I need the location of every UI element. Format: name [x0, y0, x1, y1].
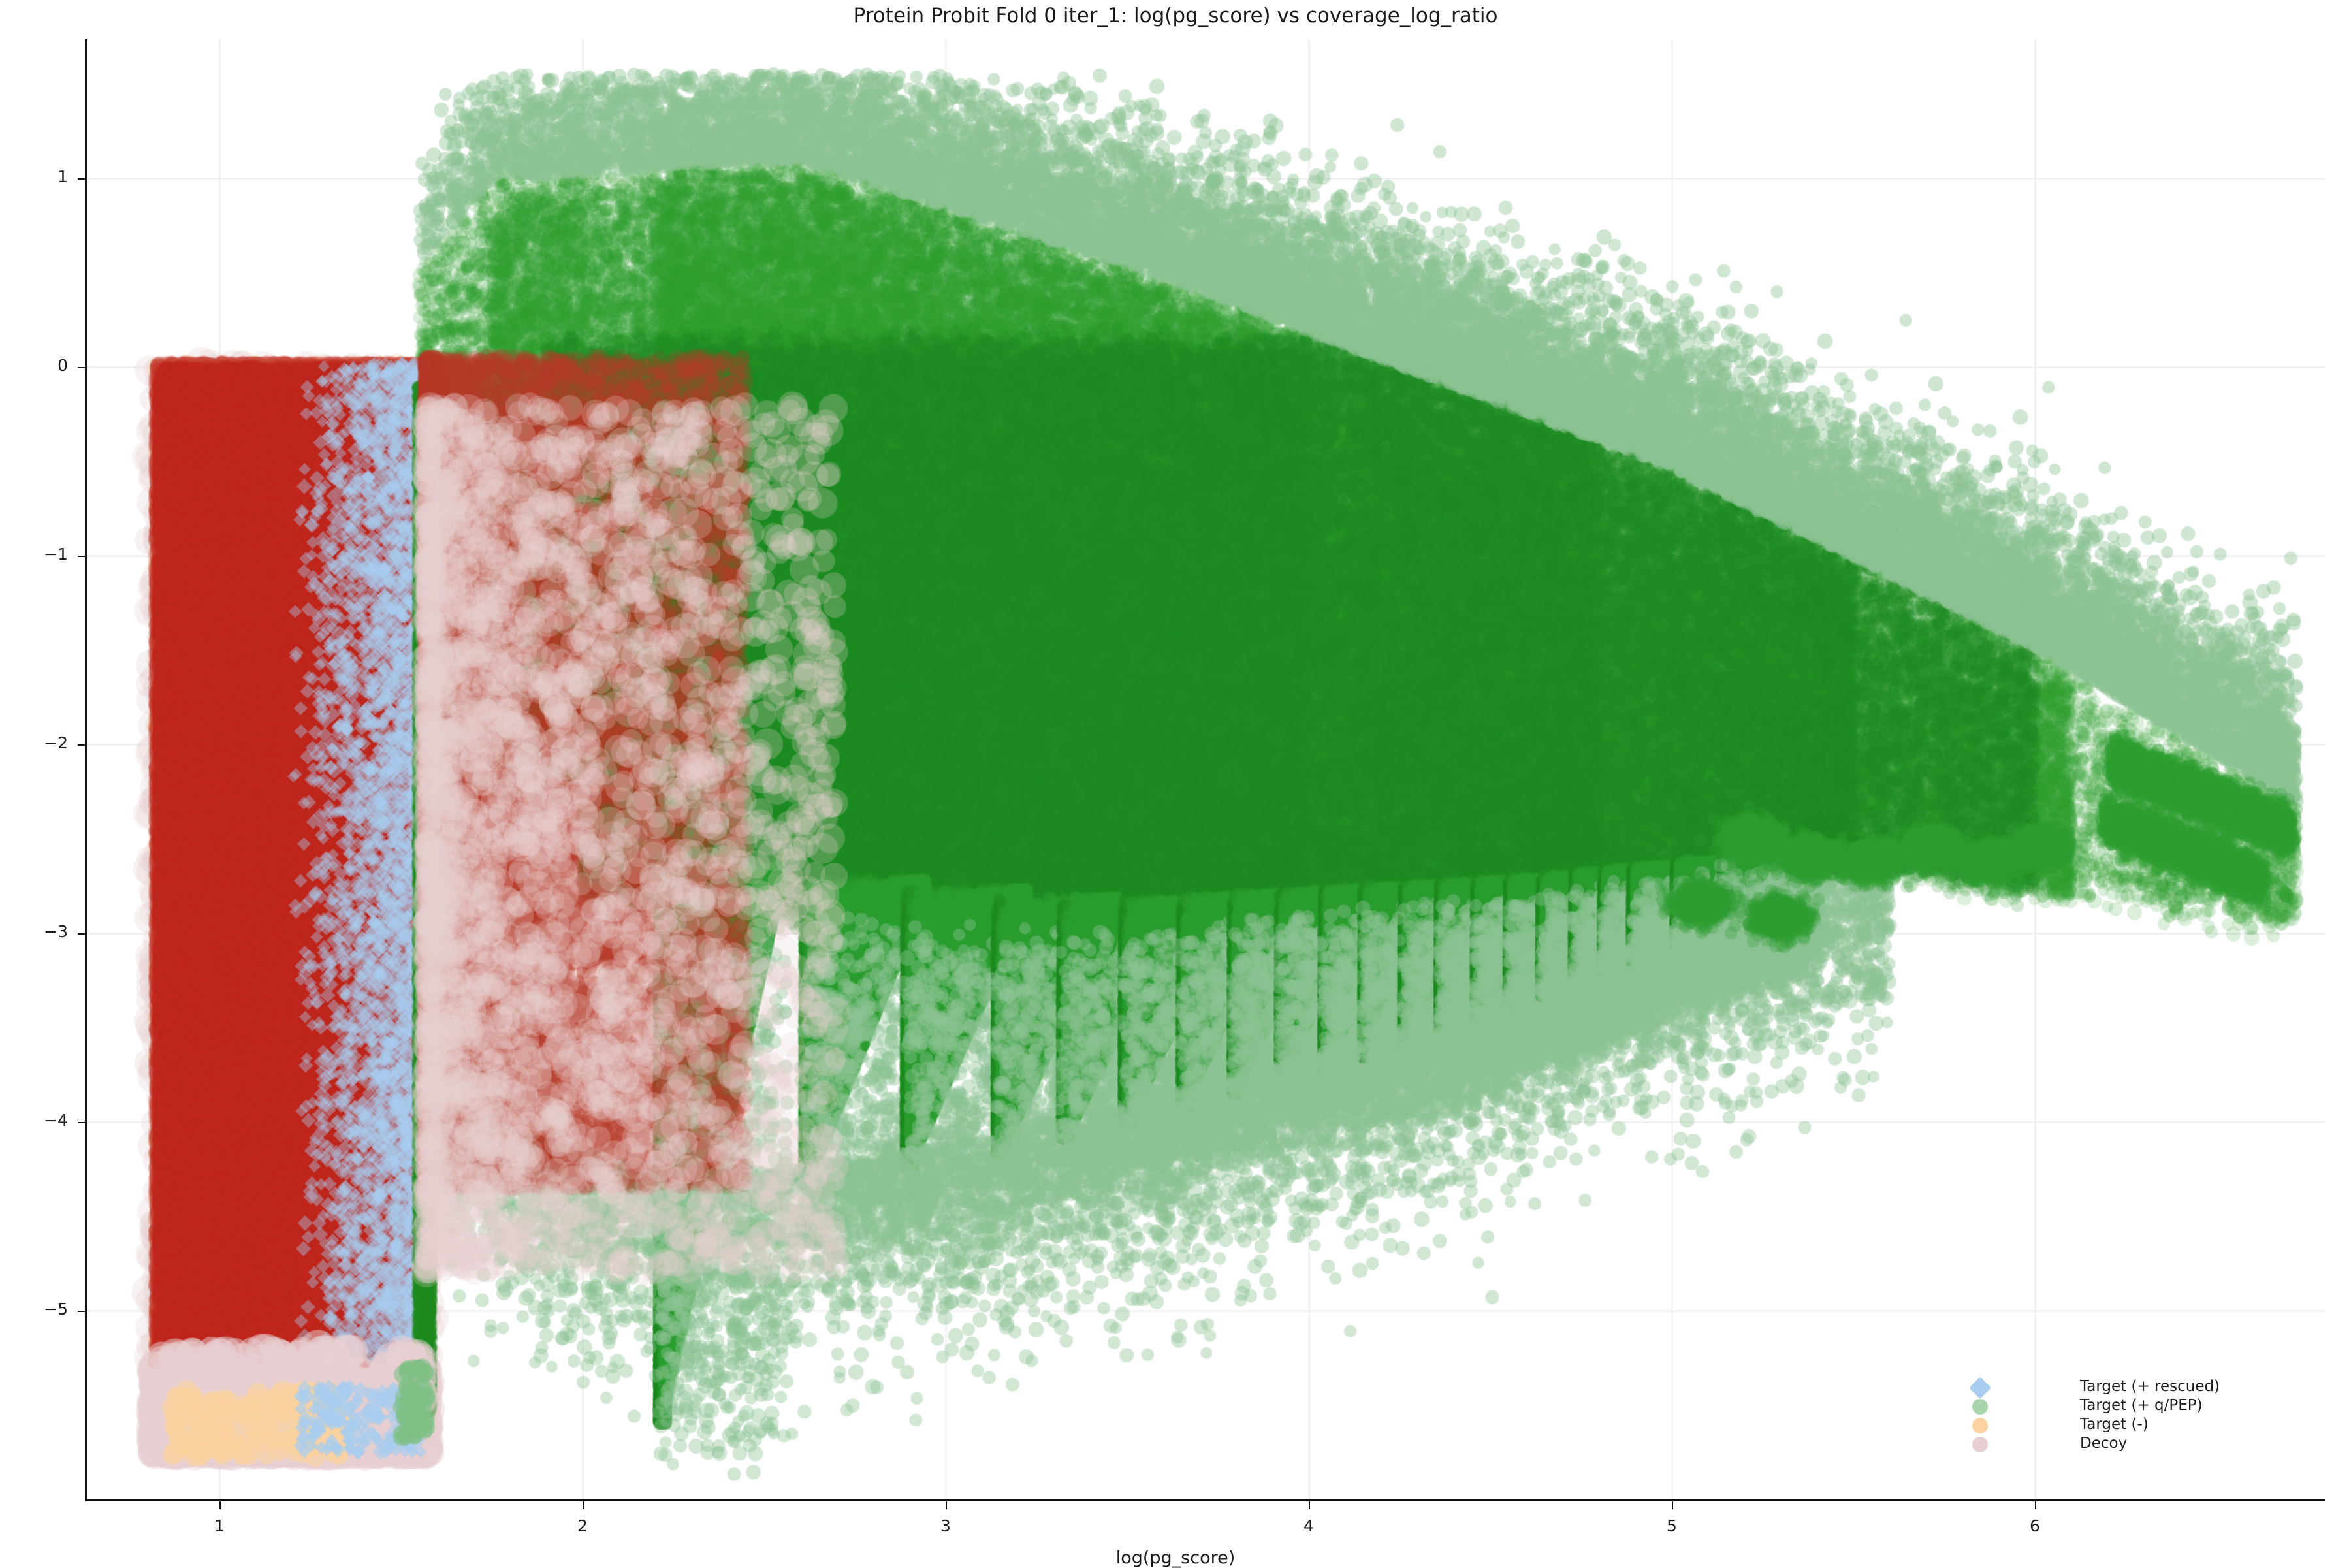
x-tick-label: 4: [1303, 1516, 1314, 1535]
y-tick-mark: [78, 744, 86, 746]
legend-marker-circle-icon: [1972, 1418, 1988, 1433]
y-tick-label: −3: [44, 922, 68, 941]
y-tick-mark: [78, 1311, 86, 1312]
legend-item: Decoy: [1972, 1435, 2253, 1454]
y-tick-label: −5: [44, 1300, 68, 1319]
y-tick-label: 1: [57, 167, 68, 186]
x-tick-mark: [219, 1501, 221, 1509]
y-tick-mark: [78, 367, 86, 368]
legend-label: Target (+ rescued): [2080, 1378, 2220, 1395]
legend-item: Target (+ q/PEP): [1972, 1397, 2253, 1416]
x-axis-spine: [85, 1499, 2325, 1501]
legend-item: Target (-): [1972, 1416, 2253, 1435]
legend-label: Target (+ q/PEP): [2080, 1397, 2203, 1414]
legend-marker-circle-icon: [1972, 1399, 1988, 1415]
legend-marker-diamond-icon: [1969, 1377, 1991, 1399]
x-tick-label: 1: [214, 1516, 225, 1535]
x-tick-label: 2: [577, 1516, 588, 1535]
y-tick-label: 0: [57, 356, 68, 375]
y-tick-mark: [78, 556, 86, 557]
x-tick-mark: [946, 1501, 947, 1509]
x-tick-label: 6: [2030, 1516, 2040, 1535]
x-tick-mark: [1309, 1501, 1310, 1509]
x-tick-mark: [1672, 1501, 1673, 1509]
chart-title: Protein Probit Fold 0 iter_1: log(pg_sco…: [853, 4, 1498, 27]
x-tick-mark: [583, 1501, 584, 1509]
y-tick-mark: [78, 1122, 86, 1123]
y-axis-spine: [85, 39, 87, 1501]
scatter-canvas: [85, 39, 2325, 1500]
x-tick-label: 3: [940, 1516, 951, 1535]
y-tick-label: −4: [44, 1111, 68, 1130]
plot-area: [85, 39, 2325, 1500]
y-tick-mark: [78, 178, 86, 180]
y-tick-mark: [78, 933, 86, 935]
legend-item: Target (+ rescued): [1969, 1377, 2253, 1399]
x-tick-label: 5: [1667, 1516, 1677, 1535]
legend-label: Target (-): [2080, 1416, 2149, 1433]
legend-label: Decoy: [2080, 1435, 2128, 1452]
legend-marker-circle-icon: [1972, 1437, 1988, 1452]
chart-legend: Target (+ rescued) Target (+ q/PEP) Target…: [1969, 1377, 2253, 1454]
y-tick-label: −2: [44, 733, 68, 752]
y-tick-label: −1: [44, 545, 68, 564]
x-tick-mark: [2035, 1501, 2036, 1509]
x-axis-label: log(pg_score): [1115, 1548, 1236, 1568]
